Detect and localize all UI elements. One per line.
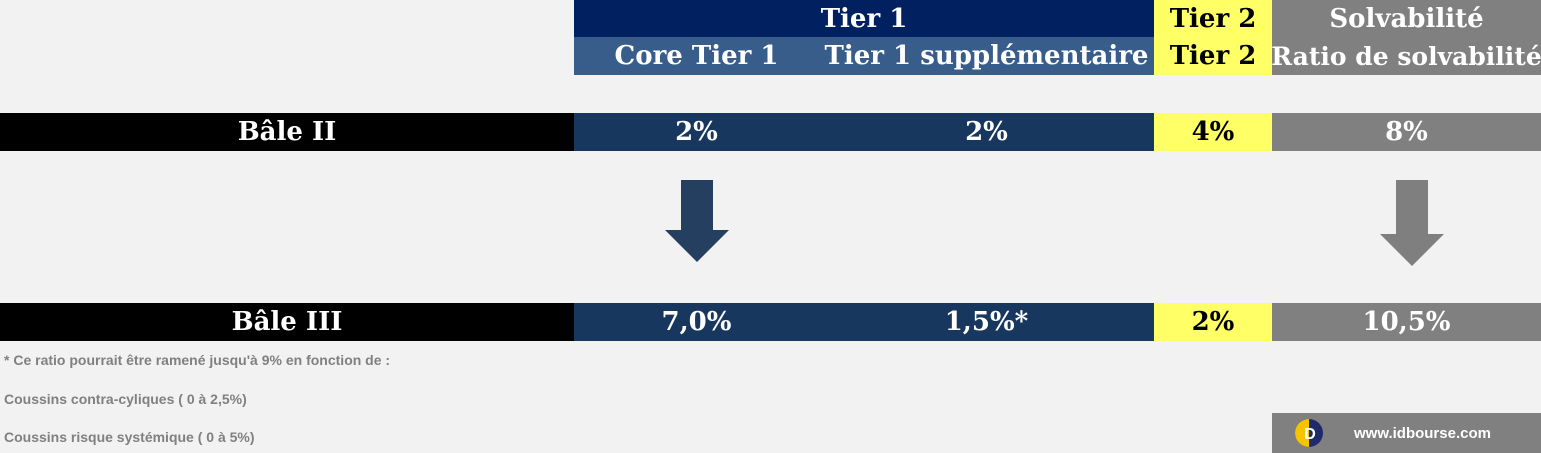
bale2-solvency: 8%: [1272, 113, 1541, 151]
bale3-tier1-bar: [574, 303, 1154, 341]
bale2-label: Bâle II: [0, 113, 574, 151]
down-arrow-icon: [1380, 180, 1444, 266]
bale3-core-tier1: 7,0%: [661, 307, 732, 337]
solvency-ratio-subheader: Ratio de solvabilité: [1272, 37, 1541, 75]
bale2-tier1-bar: [574, 113, 1154, 151]
svg-text:D: D: [1304, 426, 1316, 443]
solvency-header: Solvabilité: [1272, 0, 1541, 37]
bale2-core-tier1: 2%: [675, 117, 718, 147]
idbourse-logo-icon: D: [1295, 419, 1323, 447]
brand-banner: D www.idbourse.com: [1272, 413, 1541, 453]
core-tier1-header: Core Tier 1: [614, 41, 779, 71]
down-arrow-icon: [665, 180, 729, 262]
bale3-label: Bâle III: [0, 303, 574, 341]
tier1-supplementary-header: Tier 1 supplémentaire: [824, 41, 1149, 71]
bale2-tier2: 4%: [1154, 113, 1272, 151]
tier2-subheader: Tier 2: [1154, 37, 1272, 75]
footnote-countercyclical: Coussins contra-cyliques ( 0 à 2,5%): [4, 391, 247, 407]
footnote-systemic: Coussins risque systémique ( 0 à 5%): [4, 429, 255, 445]
bale3-tier2: 2%: [1154, 303, 1272, 341]
brand-url[interactable]: www.idbourse.com: [1354, 424, 1491, 442]
footnote-ratio: * Ce ratio pourrait être ramené jusqu'à …: [4, 352, 391, 368]
bale2-tier1-supp: 2%: [965, 117, 1008, 147]
tier1-header: Tier 1: [574, 0, 1154, 37]
tier1-subheader-bar: [574, 37, 1154, 75]
tier2-header: Tier 2: [1154, 0, 1272, 37]
bale3-solvency: 10,5%: [1272, 303, 1541, 341]
bale3-tier1-supp: 1,5%*: [944, 307, 1029, 337]
